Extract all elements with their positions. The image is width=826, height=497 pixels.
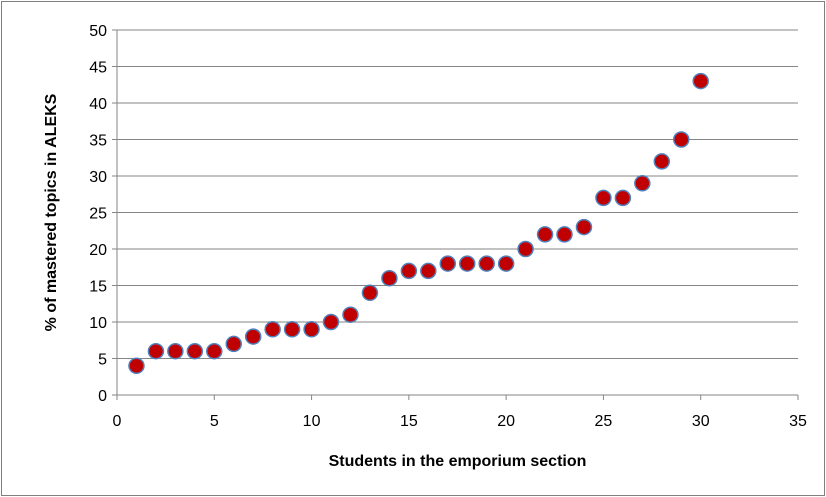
data-point	[634, 175, 651, 192]
x-axis-title: Students in the emporium section	[329, 453, 587, 470]
data-point	[575, 218, 593, 236]
y-tick-label: 40	[89, 96, 107, 113]
data-point	[147, 342, 165, 360]
y-tick-label: 45	[89, 60, 107, 77]
data-point	[322, 313, 340, 331]
x-tick-label: 35	[789, 413, 807, 430]
data-point	[361, 284, 379, 302]
data-point	[595, 189, 612, 207]
x-tick-label: 10	[303, 413, 321, 430]
data-point	[653, 153, 671, 170]
data-point	[556, 226, 573, 243]
data-points	[128, 72, 709, 375]
data-point	[186, 342, 204, 360]
data-point	[497, 255, 515, 272]
y-axis-title: % of mastered topics in ALEKS	[43, 93, 60, 331]
data-point	[439, 255, 457, 272]
data-point	[381, 269, 398, 287]
axes	[112, 29, 799, 400]
data-point	[342, 306, 359, 323]
data-point	[128, 357, 145, 375]
x-tick-label: 25	[595, 413, 613, 430]
y-tick-label: 10	[89, 315, 107, 332]
data-point	[420, 262, 437, 280]
x-tick-label: 15	[400, 413, 418, 430]
y-tick-label: 30	[89, 169, 107, 186]
data-point	[478, 255, 495, 272]
x-tick-label: 20	[497, 413, 515, 430]
x-tick-label: 0	[113, 413, 122, 430]
data-point	[283, 321, 301, 338]
tick-labels: 0 5 10 15 20 25 30 35 40 45 50 0 5 10 15 20 25 30 35	[89, 23, 807, 430]
y-tick-label: 20	[89, 242, 107, 259]
data-point	[614, 189, 632, 207]
y-tick-label: 25	[89, 206, 107, 223]
y-tick-label: 5	[98, 352, 107, 369]
data-point	[225, 335, 242, 353]
data-point	[264, 321, 281, 338]
y-tick-label: 15	[89, 279, 107, 296]
x-tick-label: 30	[692, 413, 710, 430]
data-point	[692, 72, 709, 90]
data-point	[673, 131, 690, 148]
data-point	[517, 240, 534, 258]
y-tick-label: 50	[89, 23, 107, 40]
data-point	[458, 255, 476, 272]
y-tick-label: 35	[89, 133, 107, 150]
data-point	[303, 321, 320, 338]
data-point	[244, 328, 262, 345]
data-point	[536, 226, 554, 243]
y-tick-label: 0	[98, 388, 107, 405]
data-point	[206, 342, 223, 360]
data-point	[167, 342, 184, 360]
data-point	[400, 262, 418, 280]
x-tick-label: 5	[210, 413, 219, 430]
